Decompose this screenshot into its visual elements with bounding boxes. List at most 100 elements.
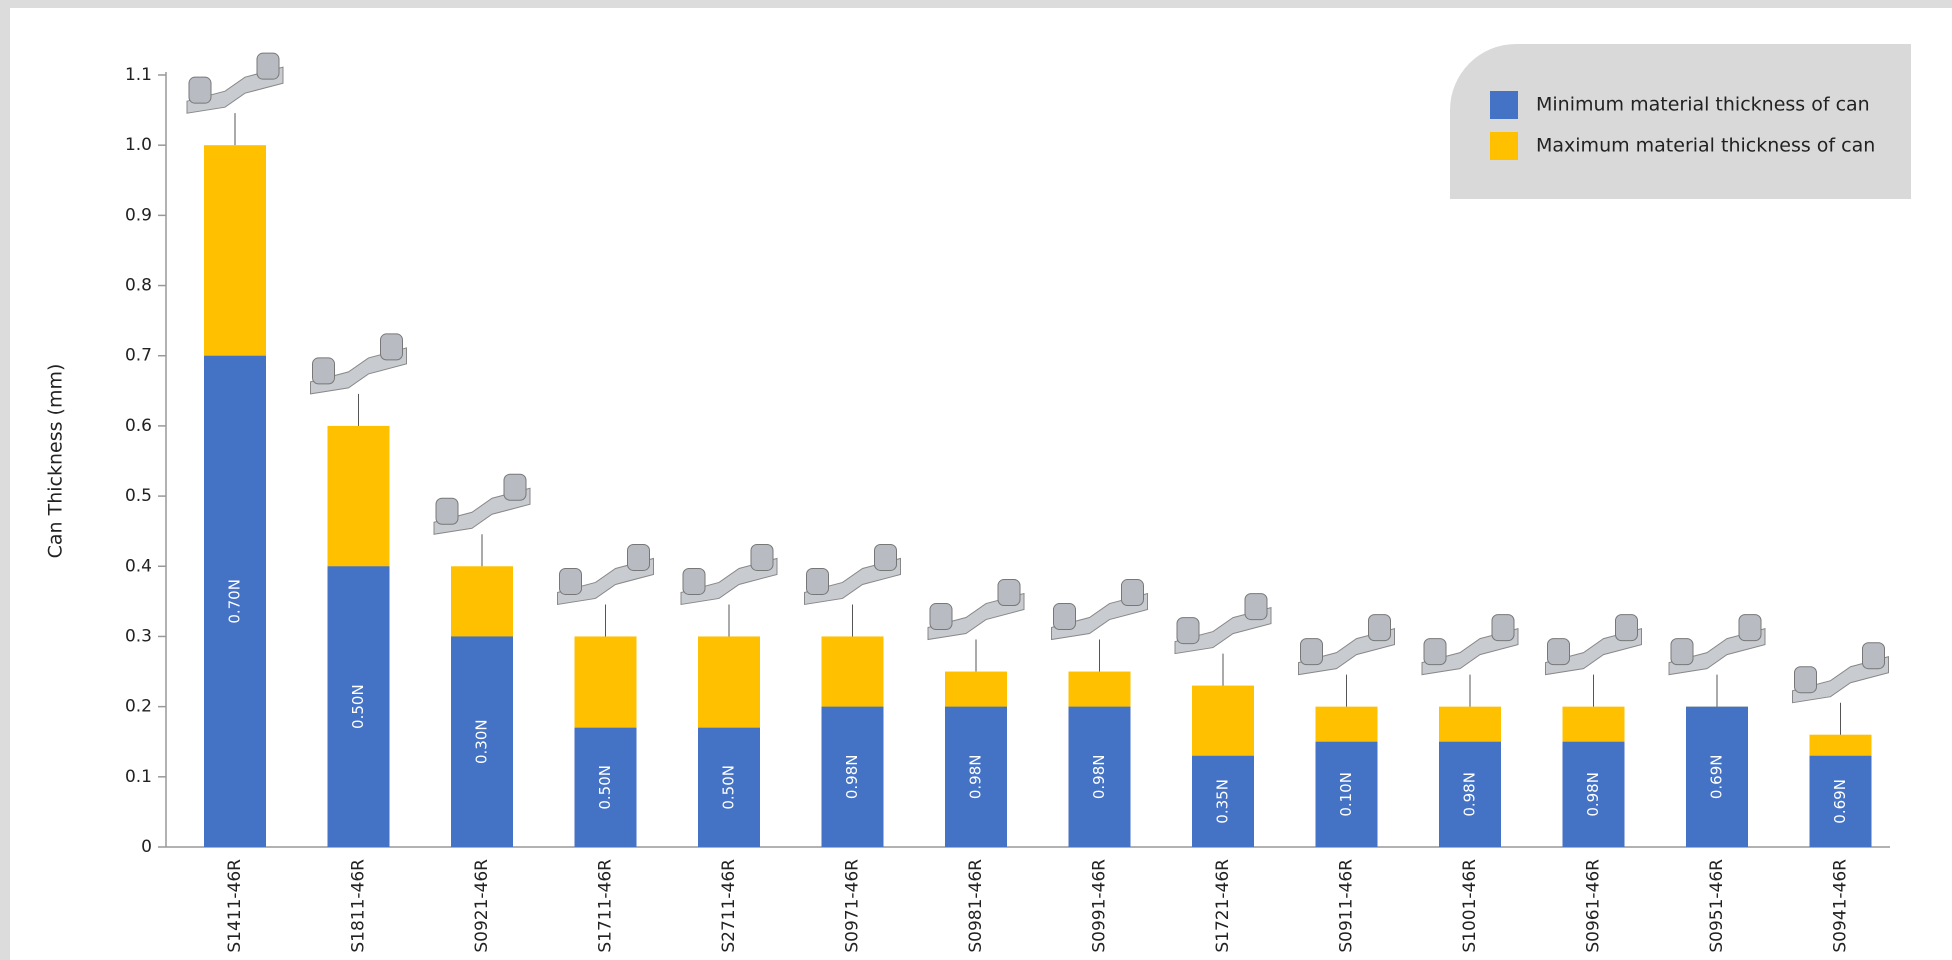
- bar: [1315, 741, 1378, 847]
- y-tick-label: 0.3: [125, 626, 152, 646]
- clip-shape: [1368, 614, 1391, 642]
- force-label: 0.98N: [1584, 772, 1602, 817]
- product-image: [1545, 614, 1642, 676]
- y-tick-label: 0.9: [125, 205, 152, 225]
- legend-swatch: [1490, 91, 1518, 119]
- clip-shape: [1668, 627, 1766, 676]
- product-image: [1668, 614, 1766, 676]
- force-label: 0.50N: [349, 684, 367, 729]
- force-label: 0.30N: [473, 719, 491, 764]
- y-tick-label: 0.6: [125, 416, 152, 436]
- product-image: [1421, 614, 1519, 676]
- bar: [1809, 755, 1872, 847]
- y-tick-label: 0: [141, 837, 152, 857]
- product-image: [310, 333, 407, 395]
- product-image: [1051, 579, 1148, 641]
- legend-label: Maximum material thickness of can: [1536, 135, 1875, 157]
- product-image: [804, 543, 901, 606]
- legend-box: [1450, 44, 1911, 199]
- y-tick-label: 1.0: [125, 135, 152, 155]
- clip-shape: [1121, 579, 1144, 607]
- clip-shape: [1738, 614, 1762, 642]
- y-tick-label: 1.1: [125, 65, 152, 85]
- x-tick-label: S0941-46R: [1831, 859, 1851, 953]
- product-image: [680, 543, 778, 606]
- force-label: 0.98N: [843, 755, 861, 800]
- x-tick-label: S0951-46R: [1707, 859, 1727, 953]
- bar: [1439, 741, 1501, 847]
- x-tick-label: S2711-46R: [719, 859, 739, 953]
- clip-shape: [627, 543, 650, 571]
- force-label: 0.35N: [1214, 779, 1232, 824]
- x-tick-label: S0991-46R: [1090, 859, 1110, 953]
- x-tick-label: S0981-46R: [966, 859, 986, 953]
- clip-shape: [1545, 627, 1642, 676]
- x-tick-label: S0911-46R: [1337, 859, 1357, 953]
- clip-shape: [1423, 638, 1447, 666]
- clip-shape: [256, 52, 280, 80]
- y-tick-label: 0.2: [125, 697, 152, 717]
- y-tick-label: 0.1: [125, 767, 152, 787]
- y-axis-title: Can Thickness (mm): [45, 364, 67, 559]
- x-tick-label: S0921-46R: [472, 859, 492, 953]
- x-tick-label: S1711-46R: [596, 859, 616, 953]
- force-label: 0.50N: [720, 765, 738, 810]
- clip-shape: [559, 567, 582, 595]
- clip-shape: [680, 557, 778, 606]
- clip-shape: [1491, 614, 1515, 642]
- clip-shape: [1792, 656, 1889, 704]
- y-tick-label: 0.4: [125, 556, 152, 576]
- force-label: 0.98N: [1090, 755, 1108, 800]
- clip-shape: [929, 603, 953, 631]
- bar: [451, 636, 513, 847]
- bar: [327, 566, 390, 847]
- force-label: 0.10N: [1337, 772, 1355, 817]
- x-tick-label: S0971-46R: [843, 859, 863, 953]
- y-tick-label: 0.8: [125, 276, 152, 296]
- bar: [1686, 706, 1748, 847]
- x-tick-label: S0961-46R: [1584, 859, 1604, 953]
- y-tick-label: 0.7: [125, 346, 152, 366]
- legend-label: Minimum material thickness of can: [1536, 94, 1870, 116]
- force-label: 0.98N: [967, 755, 985, 800]
- bar: [698, 727, 760, 847]
- clip-shape: [1174, 606, 1272, 655]
- x-tick-label: S1721-46R: [1213, 859, 1233, 953]
- legend-swatch: [1490, 132, 1518, 160]
- bar: [821, 706, 884, 847]
- clip-shape: [1670, 638, 1694, 666]
- clip-shape: [1300, 638, 1323, 666]
- clip-shape: [927, 592, 1025, 641]
- clip-shape: [1176, 617, 1200, 645]
- force-label: 0.98N: [1461, 772, 1479, 817]
- product-image: [433, 473, 531, 535]
- clip-shape: [997, 579, 1021, 607]
- force-label: 0.70N: [226, 579, 244, 624]
- clip-shape: [188, 76, 212, 104]
- x-tick-label: S1001-46R: [1460, 859, 1480, 953]
- bar: [1068, 706, 1131, 847]
- clip-shape: [435, 497, 459, 525]
- clip-shape: [312, 357, 335, 385]
- bar: [204, 355, 266, 847]
- product-image: [186, 52, 284, 114]
- bar: [574, 727, 637, 847]
- clip-shape: [682, 567, 706, 595]
- bar: [1562, 741, 1625, 847]
- clip-shape: [433, 487, 531, 535]
- clip-shape: [750, 543, 774, 571]
- bar: [1192, 755, 1254, 847]
- clip-shape: [380, 333, 403, 361]
- clip-shape: [1051, 592, 1148, 641]
- clip-shape: [1547, 638, 1570, 666]
- product-image: [1174, 593, 1272, 655]
- force-label: 0.69N: [1708, 755, 1726, 800]
- clip-shape: [1421, 627, 1519, 676]
- clip-shape: [1862, 642, 1885, 670]
- clip-shape: [1794, 666, 1817, 694]
- product-image: [1298, 614, 1395, 676]
- clip-shape: [557, 557, 654, 606]
- clip-shape: [874, 543, 897, 571]
